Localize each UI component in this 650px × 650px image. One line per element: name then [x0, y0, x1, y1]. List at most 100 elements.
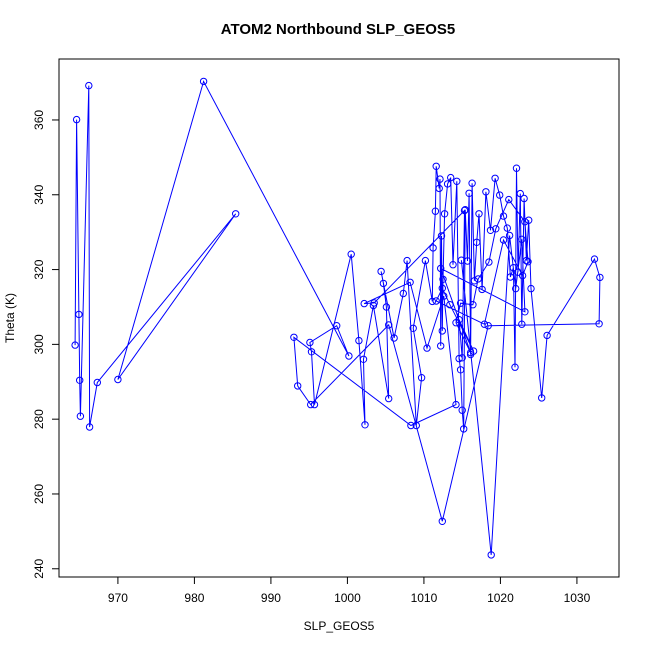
data-point — [377, 267, 385, 276]
x-axis: 970 980 990 1000 1010 1020 1030 — [108, 577, 591, 605]
data-point — [466, 348, 475, 357]
data-point — [385, 321, 393, 329]
data-point — [435, 184, 443, 193]
data-point — [492, 225, 500, 233]
data-point — [307, 348, 316, 356]
data-point — [431, 207, 440, 215]
data-point — [452, 400, 460, 409]
data-point — [72, 115, 81, 124]
data-point — [93, 378, 102, 387]
data-point — [453, 177, 461, 186]
data-point — [114, 375, 122, 384]
data-point — [518, 320, 526, 328]
data-point — [438, 284, 446, 292]
data-points — [71, 77, 604, 559]
data-point — [382, 303, 391, 311]
data-point — [447, 173, 455, 182]
data-point — [449, 261, 457, 269]
data-point — [590, 255, 599, 263]
data-point — [390, 334, 398, 342]
data-point — [406, 278, 414, 286]
data-point — [439, 275, 447, 283]
data-point — [512, 284, 520, 293]
data-point — [457, 256, 466, 264]
y-tick-label: 340 — [32, 184, 46, 204]
data-point — [428, 297, 436, 306]
data-point — [484, 322, 492, 330]
data-point — [423, 344, 431, 352]
data-point — [505, 231, 514, 240]
data-point — [294, 382, 302, 390]
x-tick-label: 1010 — [411, 591, 438, 605]
data-point — [85, 81, 93, 90]
data-point — [455, 354, 463, 363]
data-point — [429, 244, 437, 252]
data-point — [499, 236, 508, 244]
y-axis-label: Theta (K) — [3, 293, 17, 343]
data-point — [75, 310, 83, 319]
data-point — [409, 324, 417, 332]
y-axis: 240 260 280 300 320 340 360 — [32, 110, 59, 579]
data-point — [333, 322, 341, 330]
data-point — [355, 336, 363, 345]
data-point — [486, 226, 495, 235]
data-point — [443, 180, 452, 188]
data-point — [359, 355, 368, 363]
data-point — [438, 517, 446, 525]
data-point — [437, 264, 445, 273]
y-tick-label: 260 — [32, 484, 46, 504]
y-tick-label: 240 — [32, 558, 46, 578]
x-tick-label: 970 — [108, 591, 128, 605]
data-point — [505, 195, 513, 204]
data-point — [511, 363, 519, 371]
y-tick-label: 360 — [32, 110, 46, 130]
data-point — [438, 327, 446, 335]
data-point — [385, 394, 393, 403]
series-line — [74, 80, 601, 555]
data-point — [347, 250, 355, 258]
data-point — [417, 374, 426, 382]
plot-frame — [58, 58, 620, 578]
data-point — [487, 551, 495, 559]
data-point — [361, 421, 369, 429]
data-point — [506, 273, 515, 281]
data-point — [461, 206, 469, 214]
data-point — [437, 232, 446, 240]
x-axis-label: SLP_GEOS5 — [304, 619, 375, 633]
data-point — [71, 341, 79, 349]
data-point — [76, 376, 84, 384]
data-point — [432, 162, 440, 171]
x-tick-label: 1020 — [487, 591, 514, 605]
data-point — [503, 224, 511, 232]
chart-title: ATOM2 Northbound SLP_GEOS5 — [221, 21, 455, 38]
data-point — [480, 320, 489, 328]
data-point — [524, 258, 532, 266]
data-point — [478, 285, 486, 294]
data-point — [440, 210, 449, 218]
data-point — [458, 406, 466, 414]
data-point — [496, 191, 504, 199]
data-point — [475, 210, 483, 218]
data-point — [518, 271, 527, 280]
data-point — [290, 333, 298, 341]
y-tick-label: 280 — [32, 409, 46, 429]
data-point — [520, 194, 528, 203]
data-point — [521, 218, 529, 226]
data-point — [399, 289, 407, 298]
data-point — [440, 292, 448, 300]
data-point — [437, 342, 445, 350]
data-point — [525, 216, 533, 224]
data-point — [473, 238, 481, 247]
data-point — [543, 331, 551, 340]
data-point — [307, 400, 315, 409]
data-point — [85, 423, 94, 431]
y-tick-label: 300 — [32, 334, 46, 354]
data-point — [470, 277, 479, 285]
data-point — [521, 308, 529, 316]
data-point — [432, 297, 440, 305]
data-point — [474, 275, 482, 283]
data-point — [596, 273, 604, 282]
data-point — [421, 256, 430, 265]
data-point — [509, 264, 518, 272]
x-tick-label: 1000 — [334, 591, 361, 605]
